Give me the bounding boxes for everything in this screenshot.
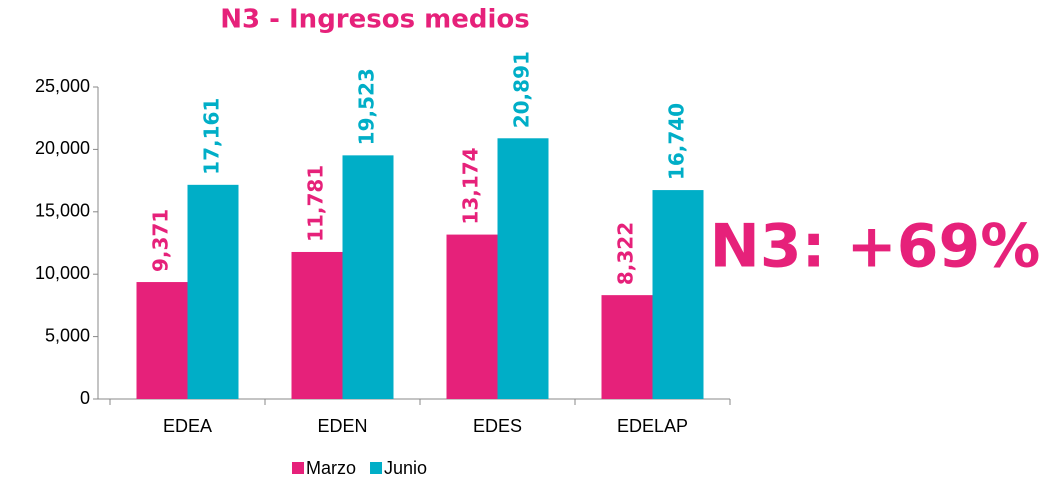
bar — [446, 234, 498, 399]
chart-title: N3 - Ingresos medios — [220, 5, 529, 35]
x-tick-label: EDEN — [317, 416, 367, 436]
legend-label: Marzo — [306, 458, 356, 478]
value-label: 13,174 — [459, 147, 483, 224]
bar — [291, 251, 343, 399]
value-label: 11,781 — [304, 165, 328, 242]
x-tick-label: EDES — [473, 416, 522, 436]
y-tick-label: 0 — [80, 388, 90, 408]
y-tick-label: 10,000 — [35, 263, 90, 283]
y-tick-label: 25,000 — [35, 76, 90, 96]
bar — [342, 155, 394, 399]
y-tick-label: 15,000 — [35, 201, 90, 221]
value-label: 16,740 — [665, 103, 689, 180]
x-tick-label: EDELAP — [617, 416, 688, 436]
value-label: 19,523 — [355, 68, 379, 145]
y-tick-label: 5,000 — [45, 325, 90, 345]
value-label: 9,371 — [149, 209, 173, 272]
legend-swatch — [370, 462, 383, 474]
bar — [601, 295, 653, 399]
bar — [497, 138, 549, 399]
bar — [136, 282, 188, 399]
value-label: 8,322 — [614, 222, 638, 285]
value-label: 17,161 — [200, 98, 224, 175]
annotation: N3: +69% — [710, 212, 1041, 282]
legend-label: Junio — [384, 458, 427, 478]
legend-swatch — [292, 462, 304, 474]
y-tick-label: 20,000 — [35, 138, 90, 158]
x-tick-label: EDEA — [163, 416, 212, 436]
value-label: 20,891 — [510, 51, 534, 128]
bar — [187, 184, 239, 399]
bar — [652, 190, 704, 399]
